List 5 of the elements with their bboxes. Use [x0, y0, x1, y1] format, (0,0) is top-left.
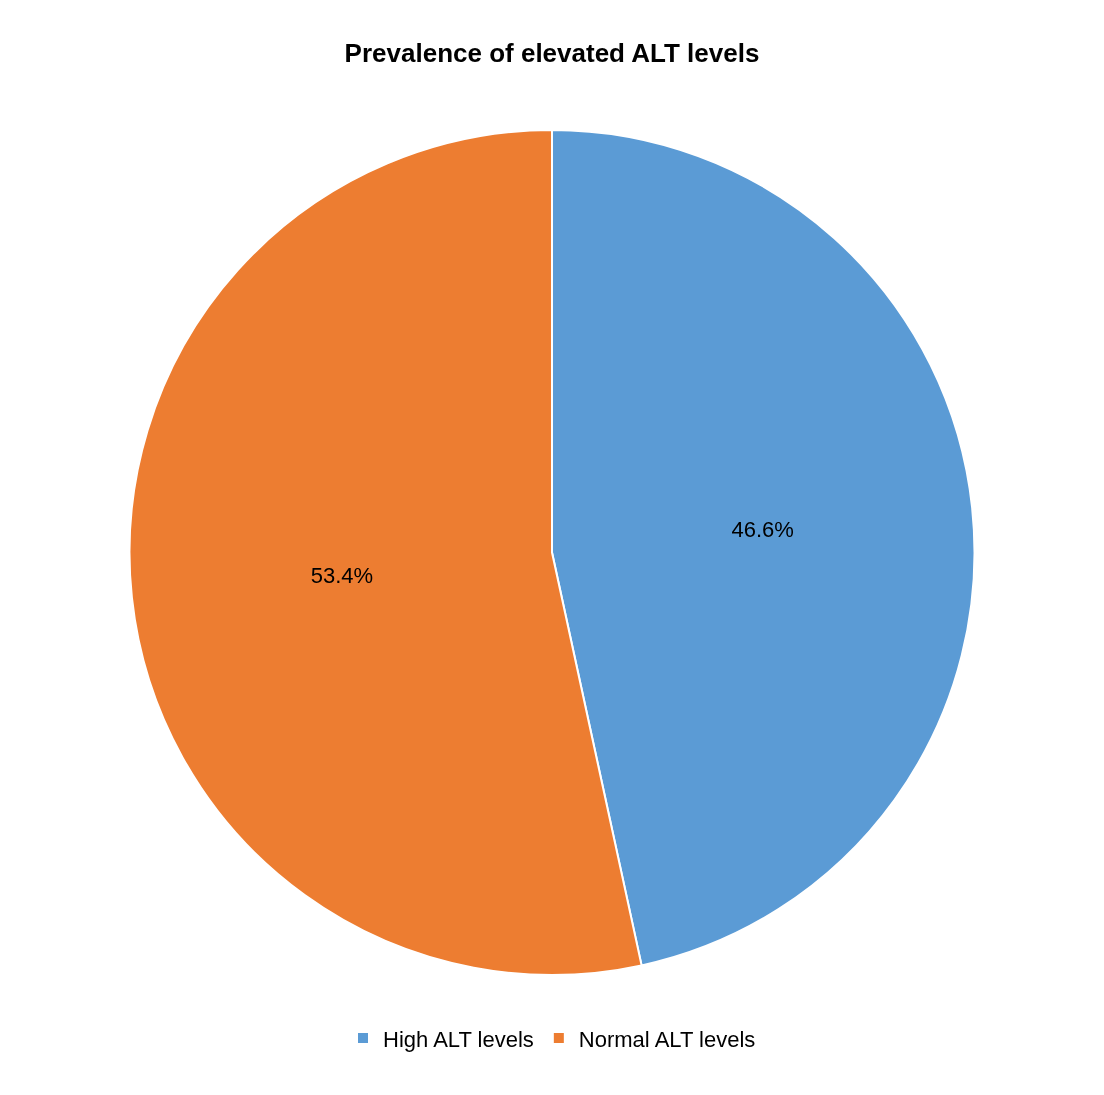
- legend-label: Normal ALT levels: [578, 1026, 756, 1052]
- data-label: 53.4%: [310, 562, 374, 588]
- data-label: 46.6%: [731, 517, 794, 543]
- legend-label: High ALT levels: [383, 1026, 534, 1052]
- chart-title: Prevalence of elevated ALT levels: [344, 38, 760, 68]
